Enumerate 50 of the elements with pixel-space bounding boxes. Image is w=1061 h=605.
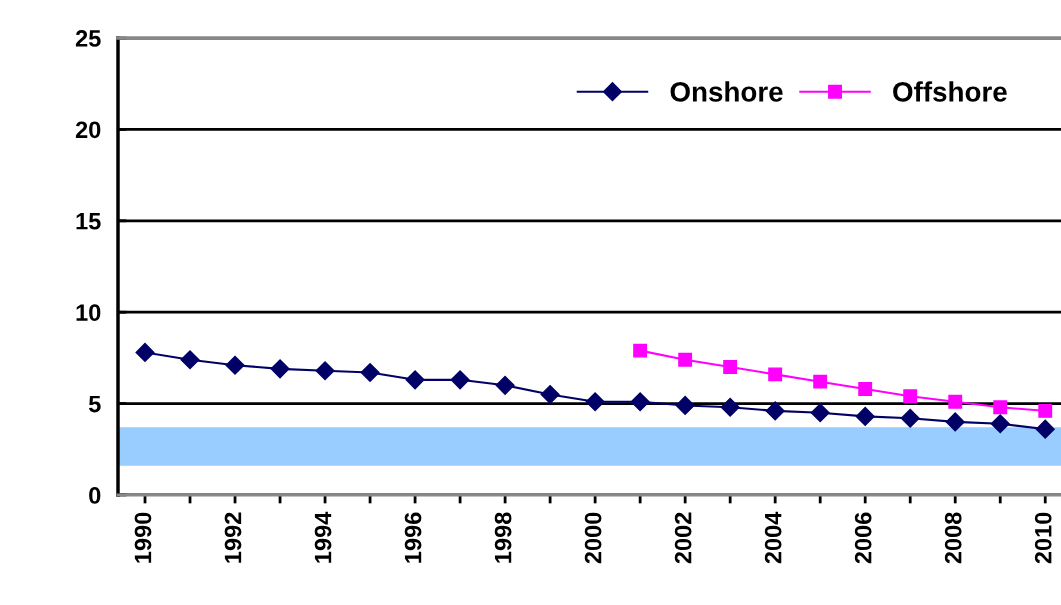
point <box>360 362 380 383</box>
x-tick-label: 2002 <box>674 512 692 564</box>
point <box>1035 419 1055 439</box>
y-tick-label: 0 <box>89 487 101 504</box>
point <box>903 389 918 404</box>
x-tick-label: 1994 <box>314 511 332 563</box>
x-tick-label: 1998 <box>494 512 512 563</box>
x-tick-label: 2008 <box>944 512 962 564</box>
point <box>855 406 875 426</box>
point <box>180 350 200 370</box>
point <box>315 361 335 381</box>
x-tick-label: 2006 <box>854 512 872 564</box>
y-tick-label: 20 <box>75 121 101 139</box>
y-tick-label: 25 <box>75 30 101 47</box>
point <box>768 367 783 382</box>
point <box>720 397 740 417</box>
point <box>993 400 1008 415</box>
x-tick-label: 2004 <box>764 511 782 564</box>
point <box>633 343 648 358</box>
x-tick-label: 1996 <box>404 512 422 563</box>
point <box>858 382 873 396</box>
y-tick-label: 5 <box>88 395 101 413</box>
legend-label: Onshore <box>670 81 783 102</box>
point <box>270 359 290 379</box>
point <box>450 370 470 390</box>
point <box>135 342 155 362</box>
point <box>813 374 828 389</box>
point <box>765 401 785 421</box>
x-tick-label: 2010 <box>1034 512 1052 564</box>
point <box>678 352 693 367</box>
point <box>225 355 245 375</box>
x-tick-label: 1990 <box>134 512 152 563</box>
point <box>585 392 605 412</box>
point <box>540 384 560 404</box>
y-tick-label: 10 <box>76 304 101 321</box>
x-tick-label: 2000 <box>584 512 602 564</box>
point <box>900 408 920 428</box>
point <box>990 414 1010 434</box>
y-tick-label: 15 <box>76 213 101 230</box>
point <box>405 370 425 390</box>
point <box>675 395 695 415</box>
legend-label: Offshore <box>893 81 1007 102</box>
point <box>630 392 650 412</box>
point <box>948 394 963 409</box>
point <box>945 412 965 432</box>
point <box>1038 403 1053 418</box>
point <box>495 375 515 395</box>
point <box>810 403 830 423</box>
point <box>723 360 738 374</box>
x-tick-label: 1992 <box>224 512 242 563</box>
